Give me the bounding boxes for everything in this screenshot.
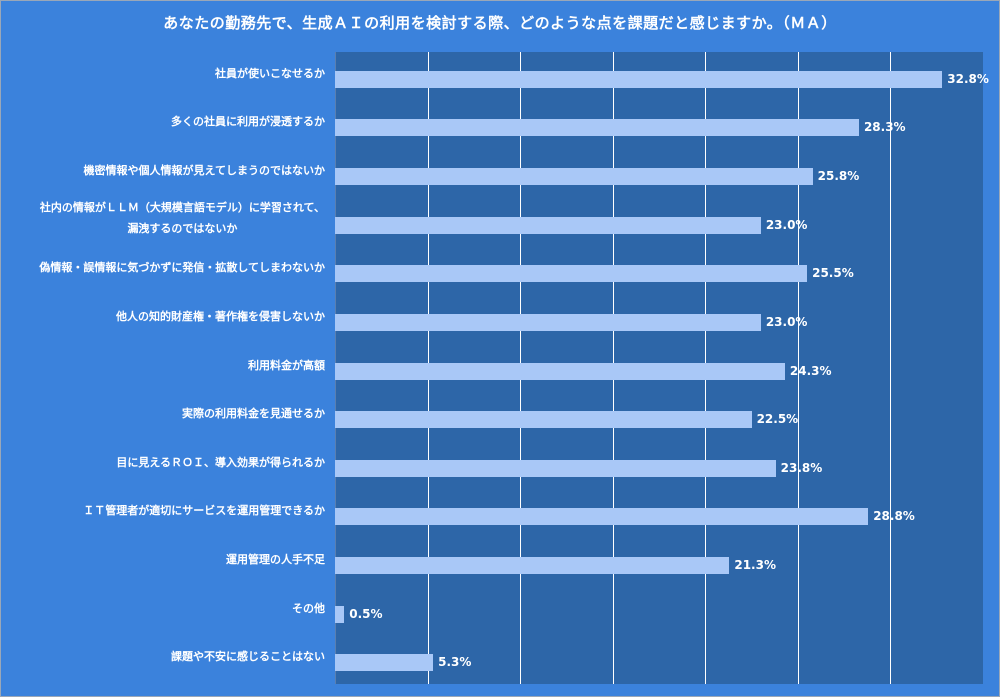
category-label-12: 課題や不安に感じることはない — [171, 646, 325, 667]
category-label-line: 目に見えるＲＯＩ、導入効果が得られるか — [116, 455, 325, 469]
value-label-8: 23.8% — [780, 460, 823, 475]
category-label-7: 実際の利用料金を見通せるか — [182, 403, 325, 424]
category-label-4: 偽情報・誤情報に気づかずに発信・拡散してしまわないか — [39, 257, 325, 278]
category-label-5: 他人の知的財産権・著作権を侵害しないか — [116, 306, 325, 327]
category-label-10: 運用管理の人手不足 — [226, 549, 325, 570]
category-label-11: その他 — [292, 598, 325, 619]
category-label-6: 利用料金が高額 — [248, 355, 325, 376]
value-label-5: 23.0% — [765, 314, 808, 329]
chart-title: あなたの勤務先で、生成ＡＩの利用を検討する際、どのような点を課題だと感じますか。… — [163, 14, 837, 32]
bar-0 — [335, 70, 943, 88]
category-label-line: ＩＴ管理者が適切にサービスを運用管理できるか — [83, 504, 325, 518]
gridline-25 — [798, 52, 799, 684]
category-label-line: 偽情報・誤情報に気づかずに発信・拡散してしまわないか — [39, 261, 325, 275]
value-label-3: 23.0% — [765, 217, 808, 232]
bar-11 — [335, 605, 345, 623]
gridline-30 — [890, 52, 891, 684]
category-label-1: 多くの社員に利用が浸透するか — [171, 111, 325, 132]
bar-8 — [335, 459, 776, 477]
value-label-9: 28.8% — [873, 509, 915, 524]
bar-12 — [335, 654, 434, 672]
value-label-11: 0.5% — [349, 606, 383, 621]
value-label-1: 28.3% — [863, 120, 906, 135]
value-label-10: 21.3% — [734, 557, 776, 572]
category-label-line: 利用料金が高額 — [248, 358, 325, 372]
bar-2 — [335, 168, 813, 186]
category-label-line: 機密情報や個人情報が見えてしまうのではないか — [83, 164, 325, 178]
bar-5 — [335, 313, 761, 331]
category-label-line: 社員が使いこなせるか — [215, 66, 325, 80]
bar-9 — [335, 508, 869, 526]
value-label-7: 22.5% — [756, 412, 799, 427]
category-label-3: 社内の情報がＬＬＭ（大規模言語モデル）に学習されて、 漏洩するのではないか — [40, 197, 325, 239]
bar-10 — [335, 556, 730, 574]
value-label-12: 5.3% — [438, 655, 472, 670]
bar-4 — [335, 265, 808, 283]
bar-3 — [335, 216, 761, 234]
bar-1 — [335, 119, 859, 137]
category-label-line: 社内の情報がＬＬＭ（大規模言語モデル）に学習されて、 — [39, 201, 325, 215]
category-label-0: 社員が使いこなせるか — [215, 63, 325, 84]
category-label-line: 多くの社員に利用が浸透するか — [171, 115, 325, 129]
category-label-8: 目に見えるＲＯＩ、導入効果が得られるか — [116, 452, 325, 473]
plot-area: 32.8% 28.3% 25.8% 23.0% 25.5% 23.0% 24.3% 22.5%… — [335, 52, 989, 684]
category-label-line: 他人の知的財産権・著作権を侵害しないか — [116, 309, 325, 323]
category-label-line: 運用管理の人手不足 — [226, 552, 325, 566]
category-label-9: ＩＴ管理者が適切にサービスを運用管理できるか — [83, 500, 325, 521]
bar-7 — [335, 411, 752, 429]
value-label-0: 32.8% — [947, 71, 989, 86]
category-label-line: その他 — [292, 601, 325, 615]
bar-6 — [335, 362, 785, 380]
value-label-4: 25.5% — [812, 266, 854, 281]
category-label-line: 課題や不安に感じることはない — [171, 650, 325, 664]
category-label-2: 機密情報や個人情報が見えてしまうのではないか — [84, 160, 325, 181]
category-label-line: 漏洩するのではないか — [127, 222, 238, 236]
value-label-6: 24.3% — [789, 363, 832, 378]
value-label-2: 25.8% — [817, 169, 860, 184]
category-label-line: 実際の利用料金を見通せるか — [182, 407, 325, 421]
